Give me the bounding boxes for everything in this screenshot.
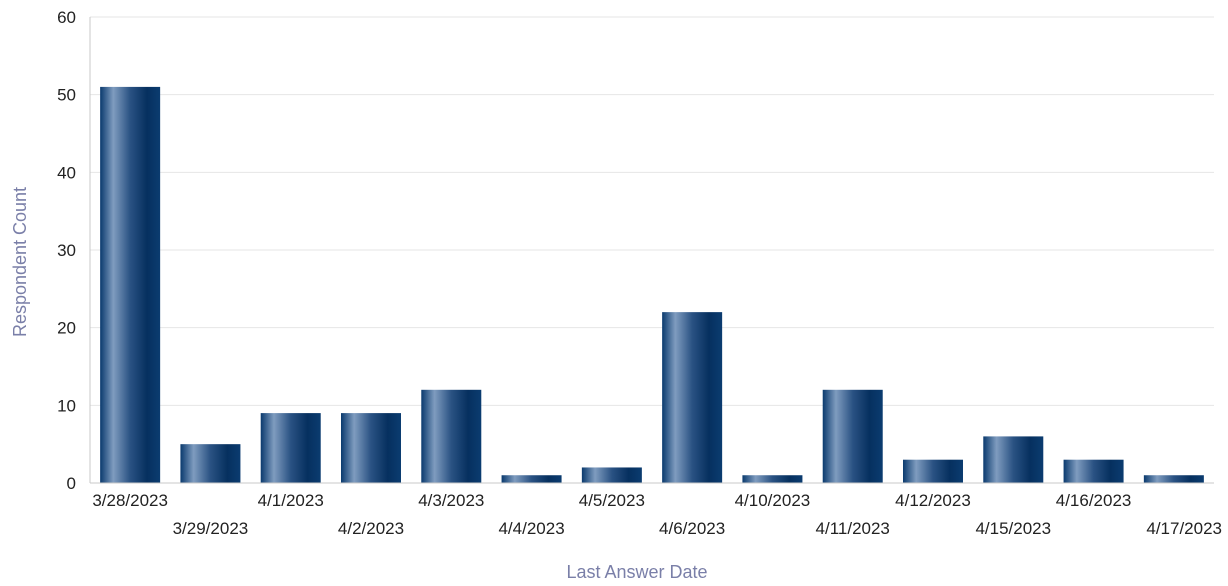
x-tick-label: 4/2/2023 [338,519,404,538]
bar [501,475,562,483]
x-tick-label: 4/5/2023 [579,491,645,510]
gridlines [90,16,1214,406]
bar [742,475,803,483]
x-tick-label: 4/3/2023 [418,491,484,510]
bar [983,436,1044,483]
bar [260,413,321,483]
y-tick-label: 60 [57,8,76,27]
y-tick-labels: 0 10 20 30 40 50 60 [57,8,76,493]
bar [421,389,482,483]
x-tick-label: 4/11/2023 [816,519,890,538]
bar [341,413,401,483]
y-tick-label: 10 [57,396,76,415]
y-axis-title: Respondent Count [10,187,30,337]
bar [1063,459,1124,483]
x-axis-title: Last Answer Date [566,562,707,582]
x-tick-label: 4/12/2023 [895,491,971,510]
bar [180,444,241,483]
bar [1143,475,1204,483]
y-tick-label: 30 [57,241,76,260]
bars [100,86,1204,484]
bar [662,312,723,483]
x-tick-label: 4/17/2023 [1146,519,1222,538]
x-tick-labels: 3/28/2023 3/29/2023 4/1/2023 4/2/2023 4/3/20… [92,491,1222,538]
x-tick-label: 4/10/2023 [735,491,811,510]
y-tick-label: 50 [57,86,76,105]
bar [822,389,883,483]
x-tick-label: 4/4/2023 [498,519,564,538]
y-tick-label: 0 [67,474,76,493]
x-tick-label: 4/16/2023 [1056,491,1132,510]
bar [100,86,161,484]
x-tick-label: 4/1/2023 [258,491,324,510]
x-tick-label: 3/29/2023 [173,519,249,538]
y-tick-label: 20 [57,319,76,338]
x-tick-label: 3/28/2023 [92,491,168,510]
bar [903,459,963,483]
bar [581,467,642,483]
x-tick-label: 4/15/2023 [975,519,1051,538]
x-tick-label: 4/6/2023 [659,519,725,538]
y-tick-label: 40 [57,163,76,182]
